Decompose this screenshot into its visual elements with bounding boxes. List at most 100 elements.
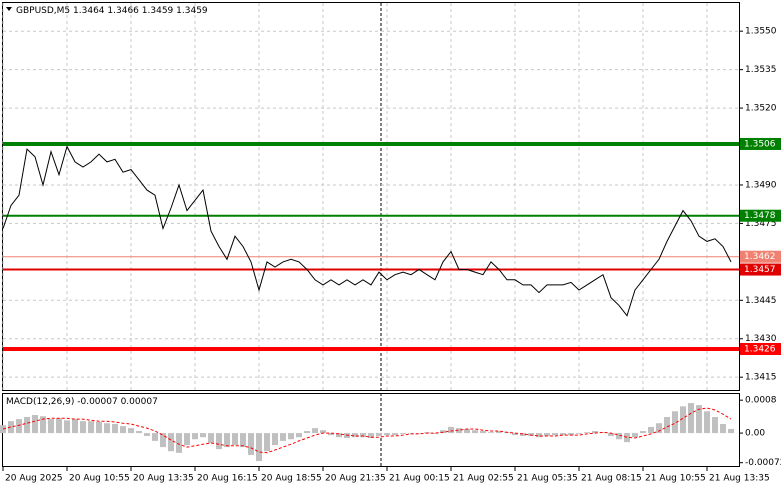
macd-bar	[472, 430, 478, 434]
macd-bar	[360, 433, 366, 438]
macd-bar	[144, 433, 150, 436]
x-tick-label: 20 Aug 18:55	[261, 474, 322, 484]
macd-bar	[592, 431, 598, 434]
macd-bar	[152, 433, 158, 441]
macd-bar	[80, 421, 86, 434]
x-tick-label: 20 Aug 13:35	[133, 474, 194, 484]
macd-bar	[528, 433, 534, 436]
macd-bar	[256, 433, 262, 462]
macd-bar	[416, 433, 422, 434]
macd-bar	[128, 428, 134, 434]
signal-value: 0.00007	[121, 397, 158, 407]
y-tick-label: 1.3550	[745, 27, 777, 37]
macd-bar	[520, 433, 526, 436]
macd-bar	[208, 433, 214, 443]
x-tick-label: 21 Aug 00:15	[389, 474, 450, 484]
macd-bar	[56, 418, 62, 434]
level-tag	[740, 137, 781, 150]
macd-bar	[376, 433, 382, 436]
level-tag	[740, 209, 781, 222]
level-tag	[740, 263, 781, 276]
macd-bar	[544, 433, 550, 436]
macd-bar	[272, 433, 278, 446]
y-tick-label: 0.00	[745, 429, 765, 439]
macd-bar	[728, 428, 734, 434]
macd-bar	[632, 433, 638, 438]
x-tick-label: 21 Aug 05:35	[517, 474, 578, 484]
macd-bar	[248, 433, 254, 455]
macd-bar	[104, 423, 110, 434]
macd-bar	[432, 433, 438, 434]
macd-bar	[184, 433, 190, 446]
low: 1.3459	[142, 6, 174, 16]
macd-bar	[240, 433, 246, 448]
symbol: GBPUSD,M5	[16, 6, 70, 16]
macd-bar	[200, 433, 206, 438]
macd-bar	[552, 433, 558, 436]
macd-bar	[456, 428, 462, 434]
macd-bar	[216, 433, 222, 450]
macd-bar	[88, 421, 94, 434]
macd-bar	[664, 417, 670, 434]
level-tag	[740, 250, 781, 263]
macd-bar	[48, 419, 54, 434]
y-tick-label: 1.3490	[745, 180, 777, 190]
macd-bar	[712, 417, 718, 434]
macd-bar	[408, 433, 414, 434]
macd-bar	[600, 432, 606, 434]
price-line	[2, 145, 732, 317]
macd-bar	[160, 433, 166, 448]
macd-bar	[480, 431, 486, 434]
macd-bar	[448, 426, 454, 434]
macd-bar	[720, 424, 726, 434]
macd-bar	[488, 432, 494, 434]
macd-bar	[496, 431, 502, 434]
macd-bar	[392, 433, 398, 436]
macd-bar	[296, 433, 302, 438]
macd-bar	[576, 433, 582, 434]
macd-bar	[512, 433, 518, 436]
level-label: 1.3478	[744, 211, 776, 221]
y-tick-label: 1.3415	[745, 373, 777, 383]
macd-bar	[568, 433, 574, 436]
macd-bar	[696, 405, 702, 434]
macd-bar	[400, 433, 406, 434]
macd-bar	[0, 425, 6, 434]
level-label: 1.3462	[744, 252, 776, 262]
macd-bar	[40, 416, 46, 434]
macd-bar	[176, 433, 182, 453]
macd-bar	[648, 426, 654, 434]
indicator-name: MACD(12,26,9)	[6, 397, 74, 407]
macd-bar	[608, 433, 614, 436]
macd-bar	[368, 433, 374, 439]
macd-bar	[112, 424, 118, 434]
macd-bar	[168, 433, 174, 452]
macd-bar	[616, 433, 622, 440]
y-tick-label: 1.3520	[745, 104, 777, 114]
price-panel	[2, 2, 740, 391]
macd-bar	[96, 421, 102, 434]
macd-bar	[656, 423, 662, 434]
chart-header: GBPUSD,M5 1.3464 1.3466 1.3459 1.3459	[16, 6, 208, 16]
x-tick-label: 20 Aug 16:15	[197, 474, 258, 484]
macd-bar	[8, 421, 14, 434]
macd-bar	[136, 431, 142, 434]
macd-bar	[16, 419, 22, 434]
macd-bar	[584, 432, 590, 434]
x-tick-label: 21 Aug 08:15	[581, 474, 642, 484]
macd-value: -0.00007	[77, 397, 117, 407]
macd-bar	[672, 411, 678, 434]
macd-bar	[384, 433, 390, 436]
macd-bar	[64, 420, 70, 434]
macd-bar	[320, 430, 326, 434]
macd-bar	[560, 433, 566, 436]
macd-bar	[640, 431, 646, 434]
y-tick-label: 1.3535	[745, 65, 777, 75]
x-tick-label: 20 Aug 21:35	[325, 474, 386, 484]
signal-line	[2, 407, 732, 454]
macd-bar	[280, 433, 286, 441]
macd-bar	[232, 433, 238, 446]
macd-bar	[32, 414, 38, 434]
high: 1.3466	[107, 6, 139, 16]
macd-bar	[336, 433, 342, 438]
